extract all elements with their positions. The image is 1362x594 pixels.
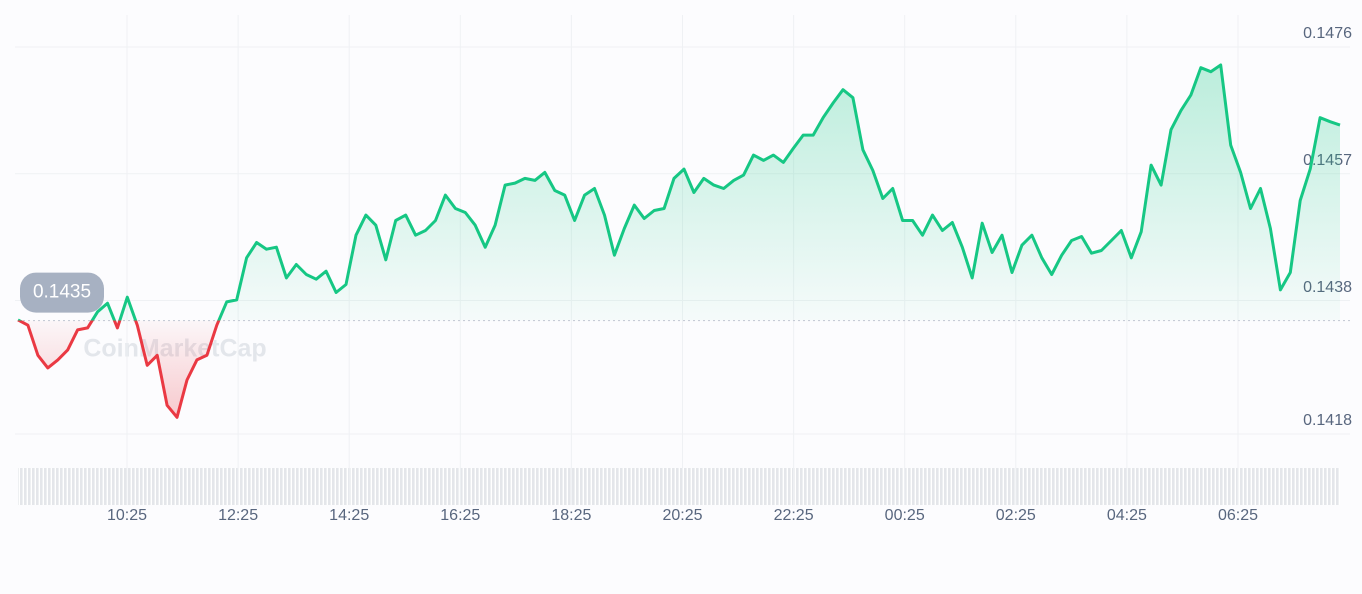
baseline-pill	[20, 272, 104, 313]
y-tick-label: 0.1476	[1303, 25, 1352, 42]
x-tick-label: 20:25	[662, 507, 702, 524]
x-tick-label: 10:25	[107, 507, 147, 524]
volume-band	[18, 468, 1340, 505]
x-tick-label: 22:25	[774, 507, 814, 524]
x-tick-label: 06:25	[1218, 507, 1258, 524]
x-tick-label: 12:25	[218, 507, 258, 524]
x-tick-label: 16:25	[440, 507, 480, 524]
baseline-label: 0.1435	[33, 282, 91, 303]
y-tick-label: 0.1418	[1303, 412, 1352, 429]
x-tick-label: 02:25	[996, 507, 1036, 524]
area	[18, 65, 1340, 418]
x-tick-label: 14:25	[329, 507, 369, 524]
price-line	[17, 63, 1341, 419]
x-tick-label: 04:25	[1107, 507, 1147, 524]
x-tick-label: 18:25	[551, 507, 591, 524]
x-tick-label: 00:25	[885, 507, 925, 524]
